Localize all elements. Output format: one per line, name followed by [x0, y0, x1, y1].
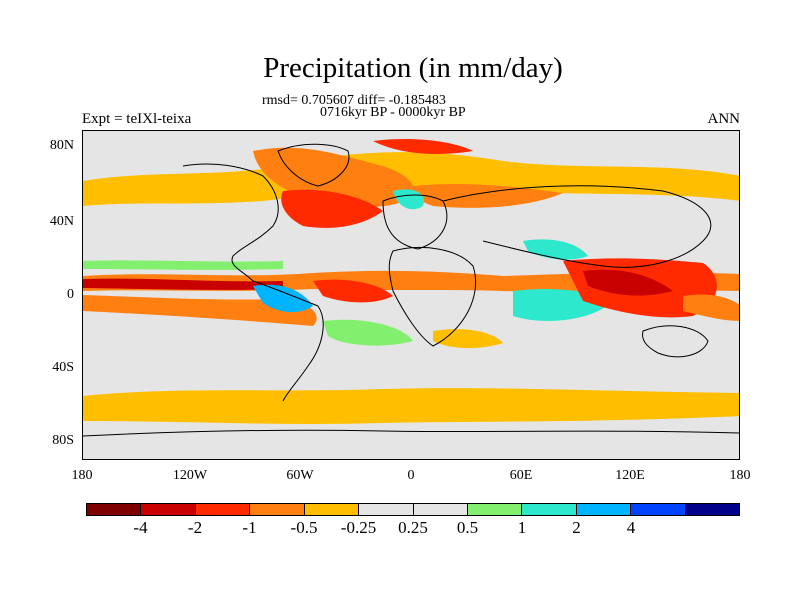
field-atlantic-red: [313, 279, 393, 303]
colorbar-label-9: 4: [626, 518, 636, 537]
field-southern-ocean-band: [83, 388, 739, 424]
lat-label-40n: 40N: [49, 214, 74, 229]
field-arctic-band: [83, 152, 739, 206]
map-field: [83, 139, 739, 437]
coast-africa: [388, 246, 477, 347]
field-maritime-continent-darkred: [583, 269, 673, 296]
colorbar-label-8: 2: [572, 518, 581, 537]
precipitation-map: [82, 130, 740, 460]
colorbar-label-6: 0.5: [456, 518, 479, 537]
colorbar-label-1: -2: [187, 518, 203, 537]
colorbar-box-3: [250, 504, 305, 515]
period-line: 0716kyr BP - 0000kyr BP: [320, 105, 466, 120]
season-label: ANN: [707, 111, 741, 127]
coast-antarctica: [83, 429, 739, 437]
lon-label-180e: 180: [729, 468, 751, 483]
lat-label-80s: 80S: [52, 433, 74, 448]
field-west-pacific-orange: [683, 294, 739, 321]
colorbar-label-3: -0.5: [290, 518, 318, 537]
colorbar: [86, 503, 740, 516]
field-eurasia-orange: [411, 183, 563, 208]
field-south-pacific-orange: [83, 295, 317, 326]
colorbar-box-9: [576, 504, 632, 515]
coastlines: [83, 143, 739, 437]
field-southern-africa-orange: [433, 329, 503, 349]
field-amazon-wet: [253, 284, 313, 313]
coast-australia: [642, 325, 709, 358]
field-equatorial-pacific-red: [83, 278, 283, 290]
lat-label-40s: 40S: [52, 360, 74, 375]
field-north-equatorial-green: [83, 260, 283, 270]
coast-north-america: [182, 163, 279, 282]
field-south-asia-wet: [523, 239, 588, 260]
lon-label-60e: 60E: [509, 468, 533, 483]
coast-south-america: [252, 280, 324, 402]
field-north-atlantic-red: [281, 189, 383, 228]
colorbar-box-7: [467, 504, 523, 515]
colorbar-box-5: [359, 504, 414, 515]
colorbar-box-8: [522, 504, 577, 515]
coast-europe: [382, 194, 448, 250]
stats-line: rmsd= 0.705607 diff= -0.185483: [262, 93, 446, 108]
colorbar-label-2: -1: [242, 518, 257, 537]
lon-label-120e: 120E: [615, 468, 645, 483]
field-arctic-red: [373, 139, 473, 154]
colorbar-box-10: [631, 504, 686, 515]
experiment-label: Expt = teIXl-teixa: [82, 111, 192, 127]
lat-label-80n: 80N: [49, 138, 74, 153]
lat-label-0: 0: [67, 287, 74, 302]
field-north-sea-wet: [393, 189, 424, 210]
lon-label-120w: 120W: [172, 468, 208, 483]
colorbar-box-4: [304, 504, 360, 515]
coast-greenland: [277, 143, 350, 187]
lon-label-60w: 60W: [286, 468, 314, 483]
colorbar-box-11: [685, 504, 740, 515]
colorbar-label-7: 1: [517, 518, 527, 537]
colorbar-label-5: 0.25: [398, 518, 428, 537]
field-south-atlantic-green: [323, 319, 413, 346]
colorbar-box-2: [195, 504, 251, 515]
lon-label-0: 0: [407, 468, 415, 483]
colorbar-label-4: -0.25: [340, 518, 377, 537]
colorbar-label-0: -4: [133, 518, 148, 537]
colorbar-box-1: [141, 504, 196, 515]
coast-asia: [442, 185, 712, 268]
colorbar-box-0: [87, 504, 142, 515]
colorbar-box-6: [413, 504, 468, 515]
lon-label-180w: 180: [71, 468, 93, 483]
plot-title: Precipitation (in mm/day): [263, 52, 563, 84]
